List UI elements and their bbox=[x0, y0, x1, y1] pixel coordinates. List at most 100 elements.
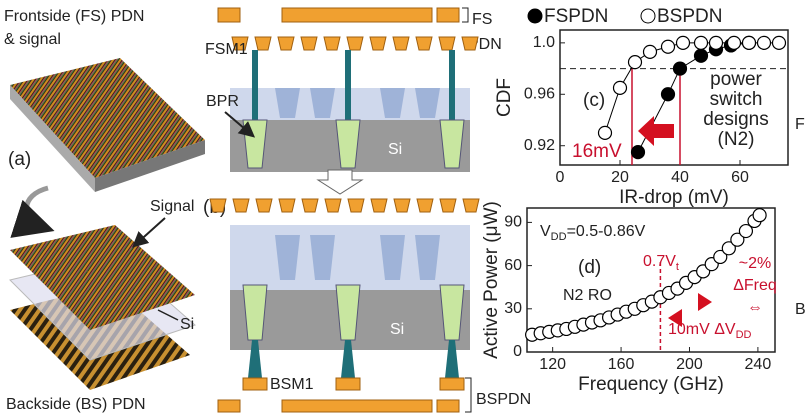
y-tick-label: 60 bbox=[504, 257, 522, 274]
panel-label: (c) bbox=[583, 90, 605, 111]
data-point bbox=[743, 36, 756, 49]
cut-text: F bbox=[795, 116, 805, 133]
panel-label: (a) bbox=[8, 149, 31, 170]
x-tick-label: 20 bbox=[611, 169, 629, 186]
via bbox=[345, 50, 351, 120]
metal bbox=[371, 199, 387, 212]
metal bbox=[440, 199, 456, 212]
data-point bbox=[629, 56, 642, 69]
metal bbox=[463, 199, 479, 212]
metal-row bbox=[210, 199, 479, 212]
metal bbox=[437, 400, 459, 412]
arrow-right bbox=[698, 293, 712, 311]
annotation-part: DD bbox=[551, 231, 567, 243]
label: & signal bbox=[4, 31, 61, 48]
figure: Frontside (FS) PDN & signal (a) Signal S… bbox=[0, 0, 805, 419]
via bbox=[252, 50, 258, 120]
fsm1-row bbox=[232, 37, 478, 50]
metal bbox=[278, 37, 294, 50]
y-tick-label: 0.96 bbox=[524, 86, 555, 103]
metal bbox=[282, 8, 432, 22]
label: BSPDN bbox=[476, 391, 531, 408]
panel-label: (d) bbox=[578, 257, 601, 278]
metal bbox=[243, 378, 267, 390]
data-point bbox=[758, 36, 771, 49]
metal bbox=[256, 199, 272, 212]
annotation-part: 0.7V bbox=[643, 253, 676, 270]
x-tick-label: 0 bbox=[556, 169, 565, 186]
data-point bbox=[677, 36, 690, 49]
x-tick-label: 160 bbox=[608, 356, 635, 373]
metal bbox=[416, 37, 432, 50]
metal bbox=[348, 199, 364, 212]
annotation-part: =0.5-0.86V bbox=[567, 223, 646, 240]
metal bbox=[210, 199, 226, 212]
bs-metal bbox=[218, 378, 464, 412]
metal bbox=[440, 378, 464, 390]
x-tick-label: 40 bbox=[671, 169, 689, 186]
metal bbox=[279, 199, 295, 212]
metal bbox=[370, 37, 386, 50]
label: Backside (BS) PDN bbox=[6, 396, 146, 413]
metal bbox=[325, 199, 341, 212]
annotation-part: DD bbox=[736, 329, 752, 341]
data-point bbox=[614, 81, 627, 94]
y-axis-label: Active Power (μW) bbox=[481, 201, 502, 359]
flip-arrow bbox=[27, 188, 48, 228]
data-point bbox=[662, 88, 675, 101]
metal bbox=[218, 400, 240, 412]
metal bbox=[437, 8, 459, 22]
annotation: 0.7Vt bbox=[643, 253, 679, 273]
legend-label: BSPDN bbox=[657, 6, 722, 27]
annotation: power bbox=[710, 69, 762, 90]
via bbox=[449, 50, 455, 120]
metal bbox=[347, 37, 363, 50]
legend-label: FSPDN bbox=[544, 6, 608, 27]
annotation: switch bbox=[710, 89, 763, 110]
label: Si bbox=[390, 321, 404, 338]
label: Si bbox=[180, 316, 194, 333]
annotation-part: V bbox=[540, 223, 551, 240]
y-tick-label: 1.0 bbox=[533, 34, 555, 51]
x-tick-label: 200 bbox=[676, 356, 703, 373]
data-point bbox=[599, 126, 612, 139]
metal bbox=[462, 37, 478, 50]
annotation: ~2% bbox=[739, 255, 771, 272]
metal bbox=[393, 37, 409, 50]
y-tick-label: 0 bbox=[513, 343, 522, 360]
cut-text: B bbox=[795, 301, 805, 318]
metal bbox=[233, 199, 249, 212]
annotation: VDD=0.5-0.86V bbox=[540, 223, 646, 243]
annotation-part: t bbox=[676, 261, 679, 273]
metal bbox=[302, 199, 318, 212]
y-tick-label: 90 bbox=[504, 214, 522, 231]
data-point bbox=[674, 62, 687, 75]
legend-marker bbox=[528, 9, 542, 23]
label: FSM1 bbox=[205, 41, 248, 58]
label: FS bbox=[472, 11, 492, 28]
metal bbox=[439, 37, 455, 50]
data-point bbox=[753, 209, 766, 222]
metal bbox=[282, 400, 432, 412]
data-point bbox=[728, 36, 741, 49]
label: BPR bbox=[206, 93, 239, 110]
data-point bbox=[695, 49, 708, 62]
legend-marker bbox=[641, 9, 655, 23]
metal bbox=[336, 378, 360, 390]
arrow-label: 16mV bbox=[572, 141, 622, 162]
annotation: ⇔ bbox=[747, 299, 763, 316]
metal bbox=[417, 199, 433, 212]
x-axis-label: IR-drop (mV) bbox=[619, 187, 729, 208]
y-tick-label: 0.92 bbox=[524, 137, 555, 154]
metal bbox=[324, 37, 340, 50]
metal bbox=[394, 199, 410, 212]
panel-a: Frontside (FS) PDN & signal (a) Signal S… bbox=[4, 8, 205, 413]
y-axis-label: CDF bbox=[494, 78, 515, 117]
annotation: designs bbox=[703, 109, 769, 130]
y-tick-label: 30 bbox=[504, 300, 522, 317]
data-point bbox=[773, 36, 786, 49]
metal bbox=[301, 37, 317, 50]
brace bbox=[462, 8, 468, 22]
label: BSM1 bbox=[270, 376, 314, 393]
label: Si bbox=[388, 141, 402, 158]
